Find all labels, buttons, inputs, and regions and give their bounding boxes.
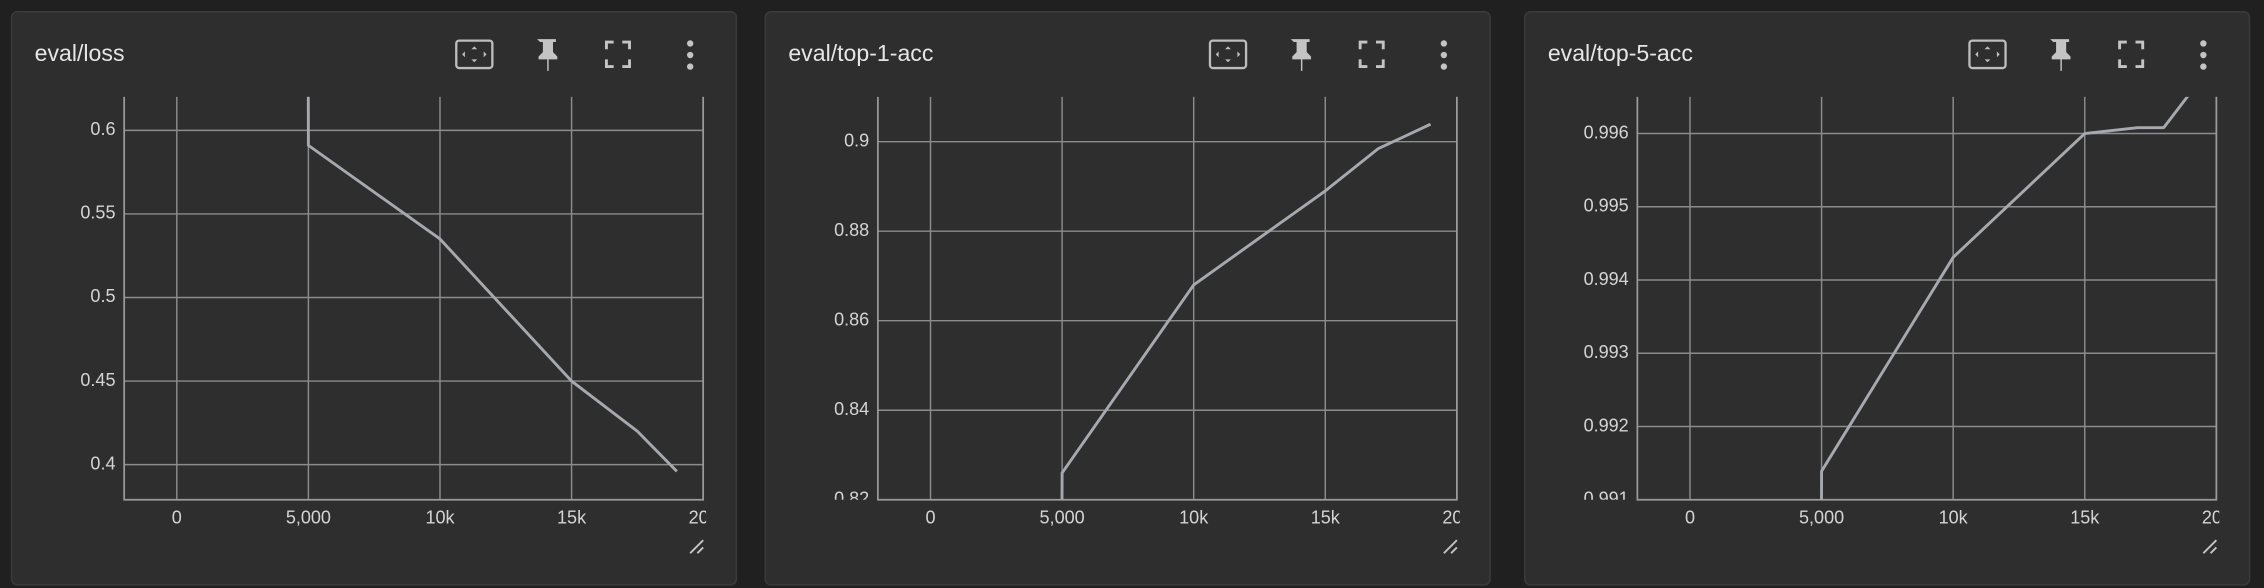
chart-card: eval/top-1-acc 0.82 0.84 0.86 0.88 0.9 0 5,000 1… bbox=[764, 11, 1491, 586]
y-tick-label: 0.45 bbox=[80, 370, 115, 390]
x-tick-label: 10k bbox=[1179, 507, 1209, 527]
fullscreen-button[interactable] bbox=[2118, 40, 2145, 69]
y-tick-label: 0.4 bbox=[90, 453, 115, 473]
y-tick-label: 0.55 bbox=[80, 203, 115, 223]
y-tick-label: 0.86 bbox=[834, 309, 869, 329]
y-tick-label: 0.996 bbox=[1584, 122, 1629, 142]
icon bbox=[1440, 63, 1448, 70]
fullscreen-button[interactable] bbox=[604, 40, 631, 69]
icon bbox=[604, 40, 631, 69]
y-tick-label: 0.994 bbox=[1584, 269, 1629, 289]
icon bbox=[1440, 40, 1448, 47]
series-line bbox=[1060, 122, 1432, 500]
y-tick-label: 0.9 bbox=[844, 130, 869, 150]
resize-handle[interactable] bbox=[2202, 539, 2218, 554]
plot-frame bbox=[1636, 96, 2218, 501]
x-tick-label: 20k bbox=[2202, 507, 2232, 527]
icon bbox=[2050, 39, 2071, 71]
x-tick-label: 20k bbox=[1442, 507, 1472, 527]
icon bbox=[1968, 39, 2007, 70]
x-tick-label: 15k bbox=[557, 507, 587, 527]
icon bbox=[1358, 40, 1385, 69]
icon bbox=[2200, 63, 2207, 70]
fullscreen-button[interactable] bbox=[1358, 40, 1385, 69]
pin-button[interactable] bbox=[1290, 39, 1312, 71]
x-tick-label: 5,000 bbox=[1799, 507, 1844, 527]
more-menu-button[interactable] bbox=[1440, 40, 1448, 70]
x-tick-label: 0 bbox=[172, 507, 182, 527]
icon bbox=[1440, 51, 1448, 59]
fit-domain-button[interactable] bbox=[455, 39, 494, 70]
y-tick-label: 0.84 bbox=[834, 399, 869, 419]
x-tick-label: 5,000 bbox=[1040, 507, 1085, 527]
x-tick-label: 20k bbox=[689, 507, 719, 527]
icon bbox=[2200, 40, 2207, 47]
card-background bbox=[1524, 11, 2251, 586]
pin-button[interactable] bbox=[537, 39, 558, 71]
icon bbox=[1290, 39, 1312, 71]
chart-title: eval/top-5-acc bbox=[1548, 40, 1693, 66]
y-tick-label: 0.5 bbox=[90, 286, 115, 306]
icon bbox=[1208, 39, 1248, 70]
x-tick-label: 10k bbox=[1939, 507, 1969, 527]
pin-button[interactable] bbox=[2050, 39, 2071, 71]
x-tick-label: 5,000 bbox=[286, 507, 331, 527]
more-menu-button[interactable] bbox=[686, 40, 694, 70]
chart-title: eval/loss bbox=[35, 40, 125, 66]
y-tick-label: 0.992 bbox=[1584, 415, 1629, 435]
y-tick-label: 0.6 bbox=[90, 119, 115, 139]
y-tick-label: 0.88 bbox=[834, 220, 869, 240]
series-line bbox=[306, 96, 678, 473]
resize-handle[interactable] bbox=[689, 539, 704, 554]
fit-domain-button[interactable] bbox=[1208, 39, 1248, 70]
more-menu-button[interactable] bbox=[2200, 40, 2207, 70]
x-tick-label: 15k bbox=[2070, 507, 2100, 527]
icon bbox=[2200, 51, 2207, 59]
icon bbox=[686, 63, 694, 70]
x-tick-label: 10k bbox=[425, 507, 455, 527]
series-line bbox=[1820, 96, 2190, 500]
chart-card: eval/top-5-acc 0.991 0.992 0.993 0.994 0.995 0… bbox=[1524, 11, 2251, 586]
x-tick-label: 0 bbox=[925, 507, 935, 527]
chart-title: eval/top-1-acc bbox=[788, 40, 933, 66]
plot-frame bbox=[123, 96, 705, 501]
card-background bbox=[10, 11, 738, 586]
icon bbox=[686, 51, 694, 59]
x-tick-label: 15k bbox=[1311, 507, 1341, 527]
icon bbox=[537, 39, 558, 71]
y-tick-label: 0.82 bbox=[834, 489, 869, 509]
plot-frame bbox=[877, 96, 1458, 501]
y-tick-label: 0.995 bbox=[1584, 196, 1629, 216]
icon bbox=[455, 39, 494, 70]
icon bbox=[2118, 40, 2145, 69]
fit-domain-button[interactable] bbox=[1968, 39, 2007, 70]
y-tick-label: 0.993 bbox=[1584, 342, 1629, 362]
y-tick-label: 0.991 bbox=[1584, 489, 1629, 509]
card-background bbox=[764, 11, 1491, 586]
icon bbox=[686, 40, 694, 47]
resize-handle[interactable] bbox=[1443, 539, 1458, 554]
x-tick-label: 0 bbox=[1685, 507, 1695, 527]
chart-card: eval/loss 0.4 0.45 0.5 0.55 0.6 0 5,000 10k 15k 20… bbox=[10, 11, 738, 586]
